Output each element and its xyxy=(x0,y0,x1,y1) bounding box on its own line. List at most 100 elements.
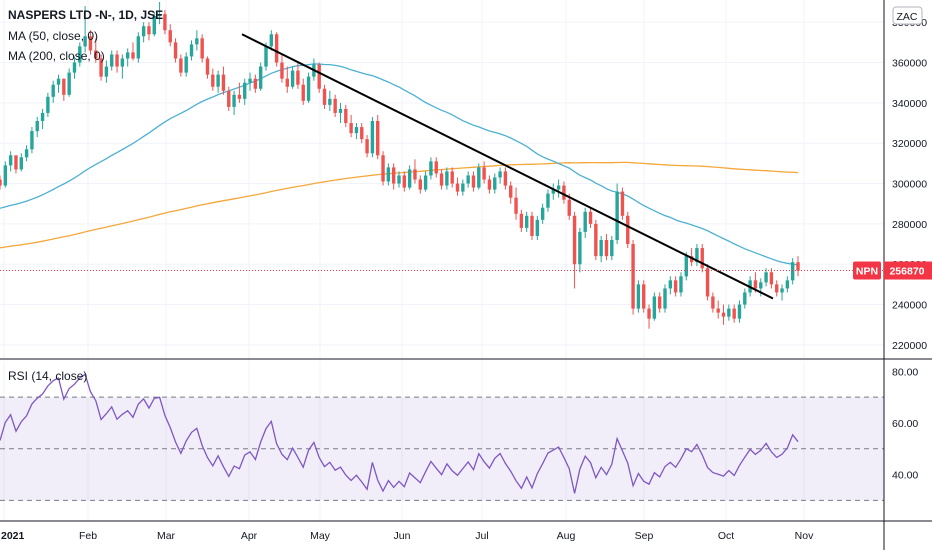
candle xyxy=(663,284,667,313)
candle-body xyxy=(721,312,726,317)
candle xyxy=(88,30,93,55)
candle-body xyxy=(274,34,279,63)
candle xyxy=(615,183,619,245)
candle-body xyxy=(498,171,502,178)
ma-50-line xyxy=(0,63,799,266)
candle xyxy=(253,74,258,93)
rsi-axis[interactable]: 80.00 60.00 40.00 xyxy=(892,366,918,481)
candle xyxy=(397,171,401,188)
price-tick-label: 360000 xyxy=(892,58,927,70)
candle xyxy=(51,80,55,103)
price-tick-label: 300000 xyxy=(892,179,927,191)
candle-body xyxy=(413,169,417,180)
candle-body xyxy=(535,219,540,236)
candle xyxy=(131,42,135,61)
candle-body xyxy=(397,175,401,184)
candle-body xyxy=(684,256,688,277)
candle xyxy=(14,155,18,174)
candle-body xyxy=(333,98,337,113)
candle xyxy=(24,145,29,162)
candle xyxy=(796,256,800,277)
candle xyxy=(184,52,188,77)
candle xyxy=(328,90,332,111)
candle-body xyxy=(530,215,534,236)
candle-body xyxy=(673,280,678,293)
candle xyxy=(136,32,141,63)
candle xyxy=(120,54,125,79)
scale-mode-button[interactable] xyxy=(892,6,923,25)
candle-body xyxy=(19,157,23,170)
candle-body xyxy=(141,26,146,37)
candle-body xyxy=(72,62,77,73)
candle-body xyxy=(482,167,486,180)
candle xyxy=(716,300,720,319)
candle-body xyxy=(796,262,800,271)
candle xyxy=(684,252,688,281)
candle xyxy=(322,84,327,109)
candle-body xyxy=(370,121,375,154)
chart-title: NASPERS LTD -N-, 1D, JSE xyxy=(8,8,163,22)
candle-body xyxy=(163,14,167,31)
candle xyxy=(56,74,61,93)
candle-body xyxy=(764,272,768,283)
candle-body xyxy=(179,58,183,73)
candle xyxy=(30,127,34,154)
candle-body xyxy=(157,14,162,17)
candle xyxy=(157,2,162,25)
candle xyxy=(301,78,305,105)
candle-body xyxy=(407,169,412,188)
candle-body xyxy=(120,58,125,67)
candle-body xyxy=(221,74,226,91)
candle xyxy=(125,48,130,67)
candle-body xyxy=(322,88,327,105)
candle-body xyxy=(200,38,204,59)
candle xyxy=(360,123,364,144)
time-tick-label: Mar xyxy=(157,530,176,542)
candle xyxy=(110,50,114,71)
candle xyxy=(524,211,529,232)
candle xyxy=(626,211,630,249)
candle xyxy=(583,207,587,238)
ma-50-series xyxy=(0,63,799,266)
rsi-tick-label: 40.00 xyxy=(892,470,918,482)
candle-body xyxy=(737,304,742,319)
candle-body xyxy=(354,127,359,134)
candle-body xyxy=(62,78,66,95)
candle xyxy=(407,165,412,190)
candle-body xyxy=(248,78,252,83)
candle-body xyxy=(583,211,587,232)
candle-body xyxy=(131,52,135,59)
scale-mode-label[interactable]: ZAC xyxy=(897,11,918,23)
candle xyxy=(509,181,513,204)
candle-body xyxy=(540,207,545,220)
candle-body xyxy=(477,167,481,188)
time-axis[interactable]: 2021 Feb Mar Apr May Jun Jul Aug Sep Oct Nov xyxy=(1,530,814,542)
price-axis[interactable]: 3800003600003400003200003000002800002600… xyxy=(892,17,927,352)
time-tick-label: Jul xyxy=(475,530,488,542)
candle-body xyxy=(546,193,550,208)
candle xyxy=(62,78,66,101)
candle-body xyxy=(743,292,747,305)
candle xyxy=(141,22,146,43)
candle xyxy=(237,82,242,103)
rsi-legend[interactable]: RSI (14, close) xyxy=(8,369,87,383)
candle xyxy=(551,183,555,200)
candle-body xyxy=(556,185,561,190)
candle-body xyxy=(418,179,422,190)
candle xyxy=(530,211,534,241)
candle xyxy=(695,244,699,267)
legend-ma-50[interactable]: MA (50, close, 0) xyxy=(8,29,98,43)
candle xyxy=(200,34,204,63)
candle-body xyxy=(679,276,683,293)
candle xyxy=(40,108,45,130)
trend-line-segment[interactable] xyxy=(241,33,774,300)
legend-ma-200[interactable]: MA (200, close, 0) xyxy=(8,49,105,63)
candle-body xyxy=(344,108,348,124)
candle xyxy=(8,151,13,172)
candle xyxy=(147,22,151,41)
candle xyxy=(594,219,598,261)
candle-body xyxy=(514,197,518,214)
candle-body xyxy=(88,36,93,51)
